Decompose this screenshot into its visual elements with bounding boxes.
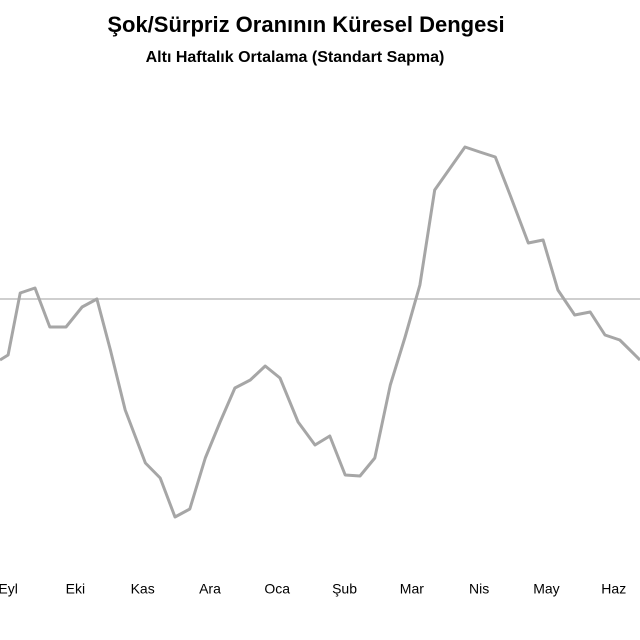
x-tick-label: Oca bbox=[264, 581, 290, 597]
x-tick-label: Kas bbox=[131, 581, 155, 597]
chart-title: Şok/Sürpriz Oranının Küresel Dengesi bbox=[107, 12, 504, 37]
x-tick-label: Eki bbox=[66, 581, 85, 597]
x-tick-label: Eyl bbox=[0, 581, 18, 597]
data-line bbox=[0, 145, 640, 519]
chart-subtitle: Altı Haftalık Ortalama (Standart Sapma) bbox=[146, 49, 445, 66]
x-tick-label: May bbox=[533, 581, 559, 597]
x-tick-label: Mar bbox=[400, 581, 424, 597]
x-tick-label: Haz bbox=[601, 581, 626, 597]
x-tick-label: Şub bbox=[332, 581, 357, 597]
x-tick-label: Nis bbox=[469, 581, 489, 597]
x-tick-label: Ara bbox=[199, 581, 221, 597]
